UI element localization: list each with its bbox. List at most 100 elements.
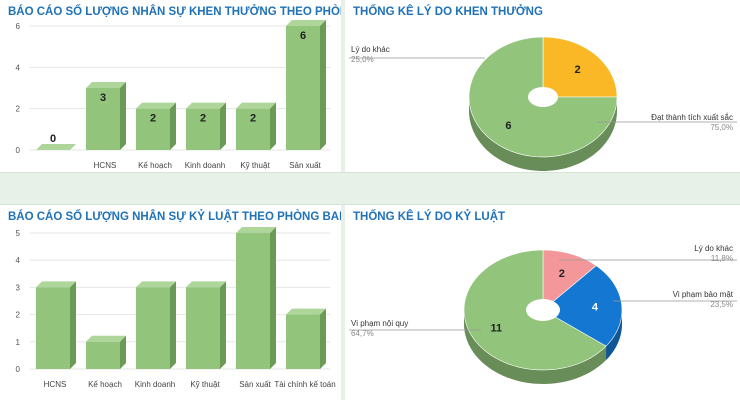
bar-data-label: 2 [250, 113, 256, 125]
bar-top [36, 281, 76, 288]
bar-top [236, 102, 276, 109]
y-tick-label: 1 [16, 338, 21, 347]
discipline-by-dept-chart: 0 1 2 3 4 5 HCNS Kế hoạch Kinh doanh Kỹ thuật Sản … [16, 227, 336, 389]
bar-top [36, 144, 76, 150]
discipline-by-dept-panel: BÁO CÁO SỐ LƯỢNG NHÂN SỰ KỶ LUẬT THEO PH… [0, 205, 341, 400]
bar-side [70, 281, 76, 369]
x-tick-label: Kế hoạch [88, 380, 122, 389]
callout-percent: 23,5% [710, 300, 733, 309]
bar [186, 281, 226, 369]
reward-reasons-panel: THỐNG KÊ LÝ DO KHEN THƯỞNG 2 6 Lý do khác 2… [345, 0, 740, 172]
bar [286, 20, 326, 150]
y-tick-label: 3 [16, 283, 21, 292]
bar-front [186, 108, 220, 150]
x-tick-label: Sản xuất [239, 380, 271, 389]
bar-front [286, 314, 320, 369]
bar-data-label: 6 [300, 30, 306, 42]
callout-label: Vi phạm bảo mật [673, 290, 734, 299]
bar-data-label: 3 [100, 92, 106, 104]
bar [86, 335, 126, 369]
pie-slice [542, 265, 623, 347]
callout-label: Lý do khác [351, 45, 390, 54]
bar-top [186, 281, 226, 288]
y-tick-label: 5 [16, 229, 21, 238]
bar-top [236, 227, 276, 233]
bar [186, 102, 226, 150]
bar [86, 82, 126, 150]
callout-percent: 25,0% [351, 55, 374, 64]
bar-front [236, 108, 270, 150]
pie-slice [542, 249, 597, 311]
bar-top [286, 308, 326, 315]
bar-top [136, 102, 176, 109]
y-tick-label: 2 [16, 105, 21, 114]
x-tick-label: HCNS [44, 380, 67, 389]
bar-data-label: 2 [200, 113, 206, 125]
pie-value-label: 6 [505, 120, 511, 132]
y-tick-label: 4 [16, 63, 21, 72]
bar-top [286, 20, 326, 26]
bar-side [220, 281, 226, 369]
reward-reasons-title: THỐNG KÊ LÝ DO KHEN THƯỞNG [353, 6, 543, 18]
y-tick-label: 0 [16, 146, 21, 155]
pie-slice-wall [464, 310, 607, 384]
donut-hole [526, 299, 560, 321]
bar [236, 102, 276, 150]
x-tick-label: Kế hoạch [138, 161, 172, 170]
section-divider [0, 172, 740, 205]
reward-by-dept-panel: BÁO CÁO SỐ LƯỢNG NHÂN SỰ KHEN THƯỞNG THE… [0, 0, 341, 172]
discipline-reasons-panel: THỐNG KÊ LÝ DO KỶ LUẬT 2 4 11 Lý do khác 11,… [345, 205, 740, 400]
bar-side [220, 102, 226, 150]
pie-value-label: 11 [491, 323, 503, 335]
bar [36, 144, 76, 150]
discipline-by-dept-title: BÁO CÁO SỐ LƯỢNG NHÂN SỰ KỶ LUẬT THEO PH… [8, 211, 341, 223]
bar-front [286, 26, 320, 150]
bar [36, 281, 76, 369]
bar-front [186, 287, 220, 369]
bar-top [86, 82, 126, 88]
callout-percent: 75,0% [710, 123, 733, 132]
callout-percent: 64,7% [351, 329, 374, 338]
y-tick-label: 0 [16, 365, 21, 374]
pie-slice [468, 36, 618, 158]
y-tick-label: 2 [16, 311, 21, 320]
bar-top [86, 335, 126, 342]
bar-data-label: 0 [50, 133, 56, 145]
bar-top [186, 102, 226, 109]
bar-side [170, 102, 176, 150]
bar-front [36, 287, 70, 369]
bar-front [136, 287, 170, 369]
x-tick-label: Kinh doanh [135, 380, 175, 389]
bar-side [320, 20, 326, 150]
bar [136, 281, 176, 369]
bar [286, 308, 326, 369]
bar-data-label: 2 [150, 113, 156, 125]
x-tick-label: Kỹ thuật [190, 380, 220, 389]
bar [236, 227, 276, 369]
bar-side [320, 308, 326, 369]
callout-label: Đạt thành tích xuất sắc [651, 113, 733, 122]
x-tick-label: Sản xuất [289, 161, 321, 170]
pie-slice-wall [606, 310, 622, 361]
bar-side [120, 82, 126, 150]
reward-by-dept-chart: 0 2 4 6 0 3 HCNS 2 Kế hoạch 2 Kinh doanh 2 Kỹ thuật 6… [16, 20, 330, 170]
x-tick-label: Kỹ thuật [240, 161, 270, 170]
callout-label: Lý do khác [694, 244, 733, 253]
bar-side [120, 335, 126, 369]
bar-front [136, 108, 170, 150]
x-tick-label: Tài chính kế toán [274, 380, 335, 389]
callout-percent: 11,8% [711, 254, 733, 263]
pie-slice [542, 36, 618, 98]
discipline-reasons-title: THỐNG KÊ LÝ DO KỶ LUẬT [353, 211, 506, 223]
callout-label: Vi phạm nội quy [351, 319, 408, 328]
pie-value-label: 4 [592, 301, 599, 313]
bar-side [170, 281, 176, 369]
reward-by-dept-title: BÁO CÁO SỐ LƯỢNG NHÂN SỰ KHEN THƯỞNG THE… [8, 6, 341, 18]
bar-side [270, 102, 276, 150]
bar-front [86, 88, 120, 150]
y-tick-label: 6 [16, 22, 21, 31]
bar-top [136, 281, 176, 288]
bar-side [270, 227, 276, 369]
